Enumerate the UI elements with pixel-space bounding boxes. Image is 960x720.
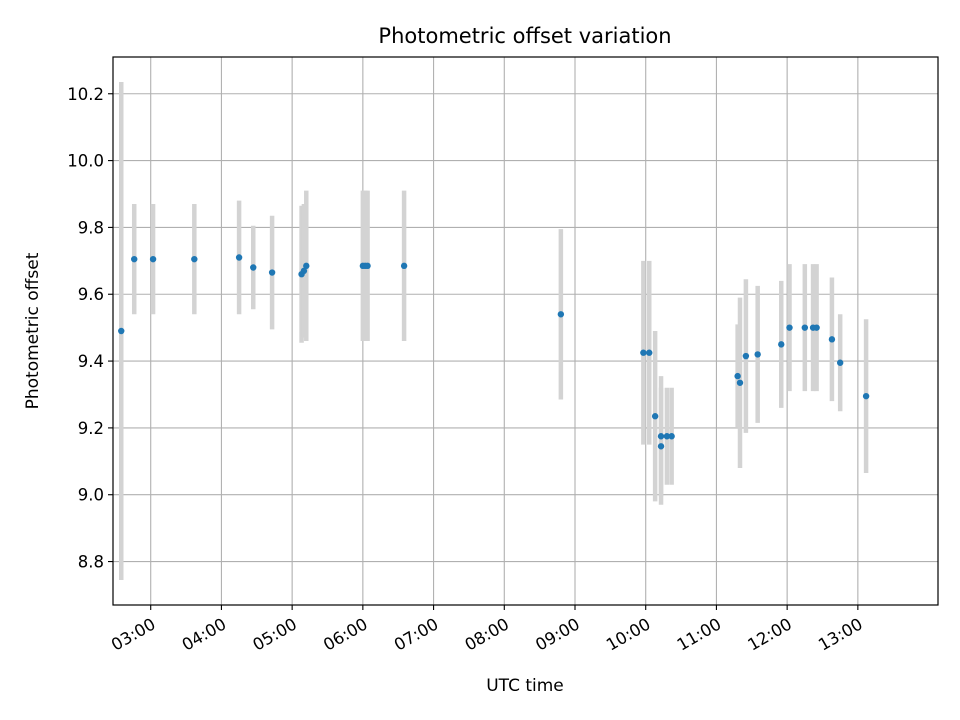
data-point bbox=[400, 262, 408, 270]
data-point bbox=[235, 254, 243, 261]
data-point bbox=[862, 392, 870, 400]
y-tick-label: 9.2 bbox=[78, 419, 104, 438]
y-tick-label: 10.0 bbox=[67, 152, 104, 171]
data-point bbox=[149, 255, 157, 263]
data-point bbox=[801, 324, 809, 331]
x-axis-label: UTC time bbox=[486, 676, 564, 696]
data-point bbox=[303, 262, 310, 270]
y-tick-label: 8.8 bbox=[78, 553, 104, 572]
data-point bbox=[657, 433, 665, 440]
data-point bbox=[828, 336, 836, 343]
data-point bbox=[668, 433, 675, 440]
data-point bbox=[131, 255, 138, 263]
y-axis-label: Photometric offset bbox=[23, 252, 43, 409]
data-point bbox=[268, 269, 276, 276]
chart-title: Photometric offset variation bbox=[378, 24, 671, 48]
data-point bbox=[250, 264, 257, 271]
y-tick-label: 9.4 bbox=[78, 352, 104, 371]
marker-series bbox=[118, 254, 870, 450]
y-tick-label: 9.6 bbox=[78, 285, 104, 304]
data-point bbox=[734, 372, 741, 380]
data-point bbox=[118, 327, 125, 335]
data-point bbox=[646, 349, 653, 356]
data-point bbox=[754, 351, 761, 358]
data-point bbox=[300, 267, 308, 275]
data-point bbox=[557, 311, 565, 318]
plot-frame bbox=[112, 56, 939, 606]
data-point bbox=[191, 255, 198, 263]
data-point bbox=[736, 379, 744, 386]
data-point bbox=[786, 324, 793, 331]
y-tick-label: 9.8 bbox=[78, 218, 104, 237]
data-point bbox=[813, 324, 820, 331]
data-point bbox=[663, 433, 671, 440]
y-tick-label: 10.2 bbox=[67, 85, 104, 104]
data-point bbox=[651, 413, 659, 420]
grid-lines bbox=[113, 57, 938, 605]
data-point bbox=[836, 359, 844, 366]
y-tick-label: 9.0 bbox=[78, 486, 104, 505]
data-point bbox=[364, 262, 371, 270]
data-point bbox=[742, 352, 750, 360]
data-point bbox=[778, 341, 785, 348]
y-axis-ticks: 8.8 9.0 9.2 9.4 9.6 9.8 10.0 10.2 bbox=[67, 85, 113, 572]
data-point bbox=[640, 349, 647, 356]
data-point bbox=[657, 443, 665, 450]
